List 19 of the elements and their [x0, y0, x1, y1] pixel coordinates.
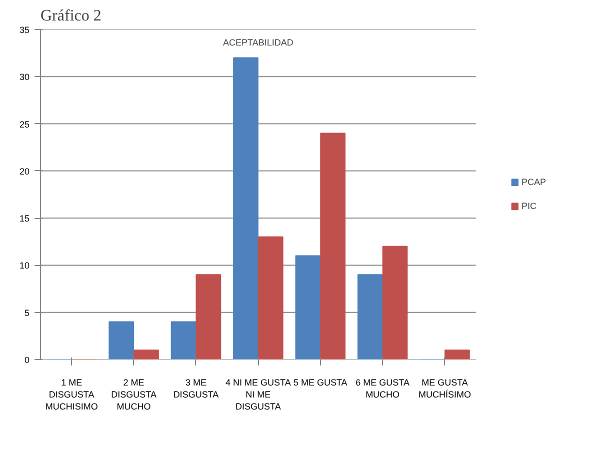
- x-tick-label: ME GUSTA MUCHÍSIMO: [418, 378, 472, 400]
- text: Gráfico 2: [40, 8, 102, 24]
- x-tick-label: 6 ME GUSTA MUCHO: [356, 378, 410, 400]
- y-tick-label: 15: [19, 214, 30, 224]
- x-tick-label: 5 ME GUSTA: [293, 378, 348, 388]
- text: ACEPTABILIDAD: [223, 38, 294, 48]
- x-tick-label: 1 ME DISGUSTA MUCHISIMO: [45, 378, 98, 412]
- legend-label: PIC: [521, 201, 538, 211]
- y-tick-label: 25: [19, 119, 30, 130]
- x-tick-label: 4 NI ME GUSTA NI ME DISGUSTA: [226, 378, 291, 412]
- y-tick-label: 5: [24, 308, 30, 318]
- y-tick-label: 35: [19, 25, 30, 35]
- legend-label: PCAP: [521, 177, 546, 187]
- y-tick-label: 20: [19, 166, 30, 176]
- x-tick-label: 3 ME DISGUSTA: [173, 378, 219, 400]
- x-tick-label: 2 ME DISGUSTA MUCHO: [111, 378, 156, 412]
- y-tick-label: 30: [19, 72, 30, 82]
- y-tick-label: 10: [19, 260, 30, 271]
- y-tick-label: 0: [24, 355, 30, 365]
